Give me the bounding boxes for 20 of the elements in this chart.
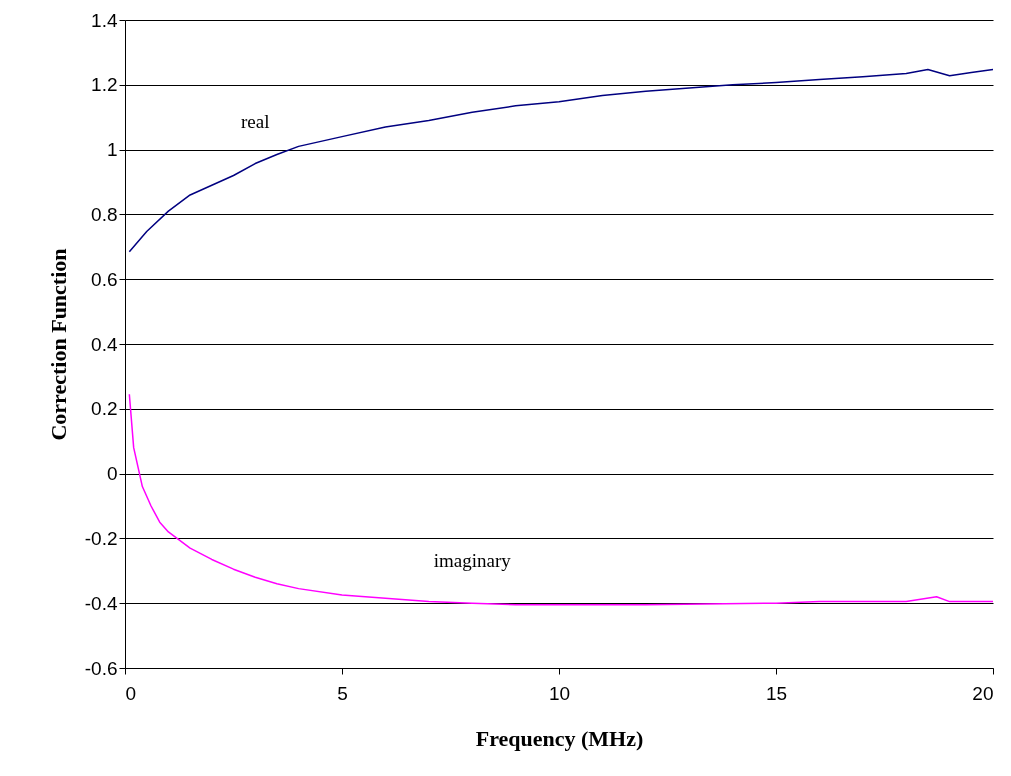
x-tick-label: 10 — [548, 682, 571, 704]
x-tick-label: 15 — [765, 682, 788, 704]
y-tick-label: -0.6 — [84, 657, 118, 679]
y-tick-label: 0.6 — [91, 268, 118, 290]
x-tick-label: 0 — [125, 682, 137, 704]
series-label: imaginary — [433, 550, 512, 572]
y-axis-title: Correction Function — [45, 248, 71, 441]
y-tick-label: 1 — [106, 139, 118, 161]
y-tick-label: 1.4 — [91, 9, 118, 31]
x-tick-label: 20 — [972, 682, 994, 704]
y-tick-label: 1.2 — [91, 74, 118, 96]
series-label: real — [240, 110, 270, 132]
y-tick-label: 0.4 — [91, 333, 118, 355]
y-tick-label: -0.4 — [84, 592, 118, 614]
x-tick-label: 5 — [337, 682, 348, 704]
x-axis-title: Frequency (MHz) — [475, 725, 644, 751]
y-tick-label: 0.8 — [91, 203, 118, 225]
y-tick-label: -0.2 — [84, 527, 118, 549]
y-tick-label: 0 — [106, 463, 118, 485]
y-tick-label: 0.2 — [91, 398, 118, 420]
